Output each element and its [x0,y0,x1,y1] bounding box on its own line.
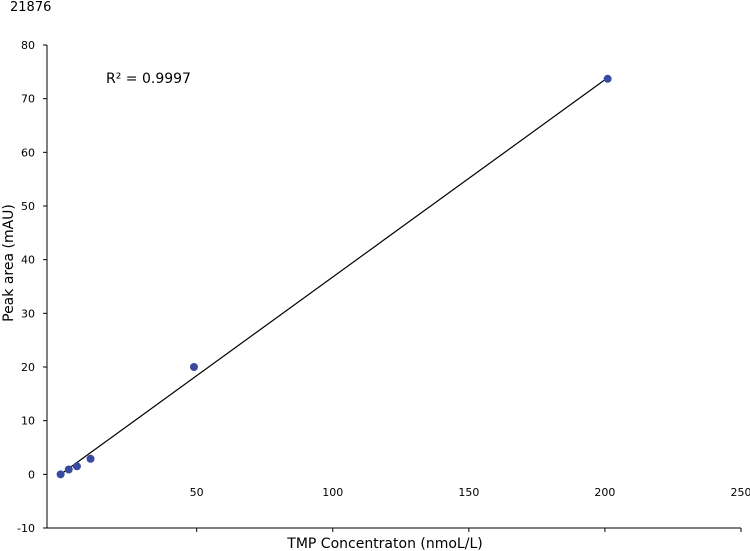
x-tick-label: 250 [731,486,750,499]
data-point [189,363,198,371]
axes [43,44,742,532]
y-tick-label: 30 [21,307,35,320]
y-axis-title: Peak area (mAU) [1,204,17,322]
data-point [64,465,73,474]
trendline-group [60,77,608,475]
x-tick-label: 100 [322,486,343,499]
data-point [86,454,95,463]
y-tick-label: 40 [21,254,35,267]
x-tick-label: 200 [594,486,615,499]
y-tick-label: -10 [17,522,35,535]
y-tick-label: 70 [21,93,35,106]
y-tick-label: 50 [21,200,35,213]
y-tick-label: 0 [28,468,35,481]
y-tick-label: 10 [21,415,35,428]
r-squared-annotation: R² = 0.9997 [106,71,191,87]
figure-id: 21876 [10,0,52,15]
x-axis-title: TMP Concentraton (nmoL/L) [286,536,482,551]
data-point [56,470,65,479]
data-point [603,74,612,83]
y-tick-label: 20 [21,361,35,374]
x-tick-label: 150 [458,486,479,499]
trendline [60,77,608,475]
data-point [72,462,81,471]
tick-labels: -10 0 10 20 30 40 50 60 70 80 50 100 150 200 250 [17,39,750,535]
x-tick-label: 50 [190,486,204,499]
y-tick-label: 80 [21,39,35,52]
y-tick-label: 60 [21,146,35,159]
data-points [56,74,612,479]
